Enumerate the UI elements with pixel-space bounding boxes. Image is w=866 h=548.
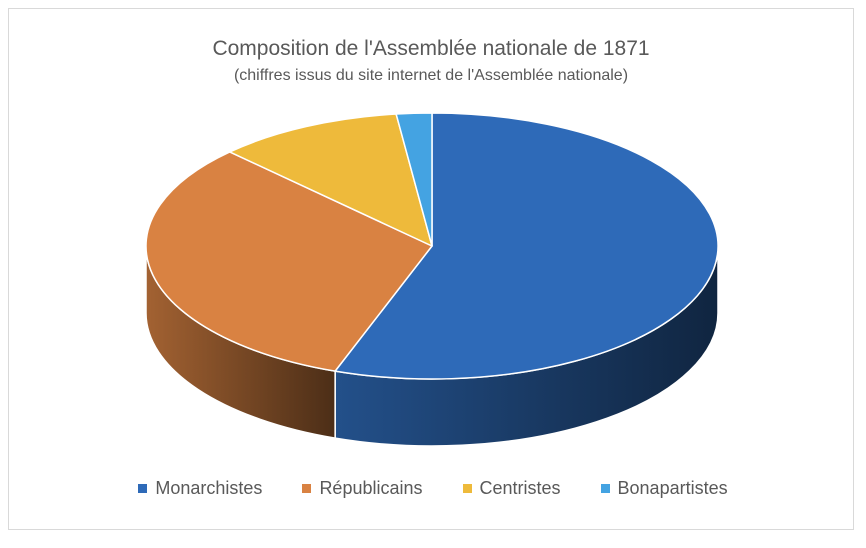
legend-swatch [138, 484, 148, 493]
legend-item-monarchistes: Monarchistes [138, 478, 262, 499]
legend-label: Républicains [319, 478, 423, 498]
legend-item-centristes: Centristes [462, 478, 561, 499]
legend-swatch [462, 484, 472, 493]
pie-slice-républicains [145, 151, 433, 372]
pie-slice-centristes [229, 113, 433, 247]
pie-slice-monarchistes [334, 112, 719, 380]
chart-subtitle: (chiffres issus du site internet de l'As… [233, 67, 629, 84]
legend-swatch [600, 484, 610, 493]
legend-item-républicains: Républicains [302, 478, 423, 499]
legend-item-bonapartistes: Bonapartistes [600, 478, 728, 499]
legend-swatch [302, 484, 312, 493]
legend-label: Monarchistes [155, 478, 263, 498]
legend-label: Bonapartistes [617, 478, 728, 498]
chart-legend: Monarchistes Républicains Centristes Bonapa… [0, 478, 866, 499]
legend-label: Centristes [479, 478, 561, 498]
chart-title: Composition de l'Assemblée nationale de … [212, 37, 650, 60]
pie-slice-bonapartistes [395, 112, 433, 247]
